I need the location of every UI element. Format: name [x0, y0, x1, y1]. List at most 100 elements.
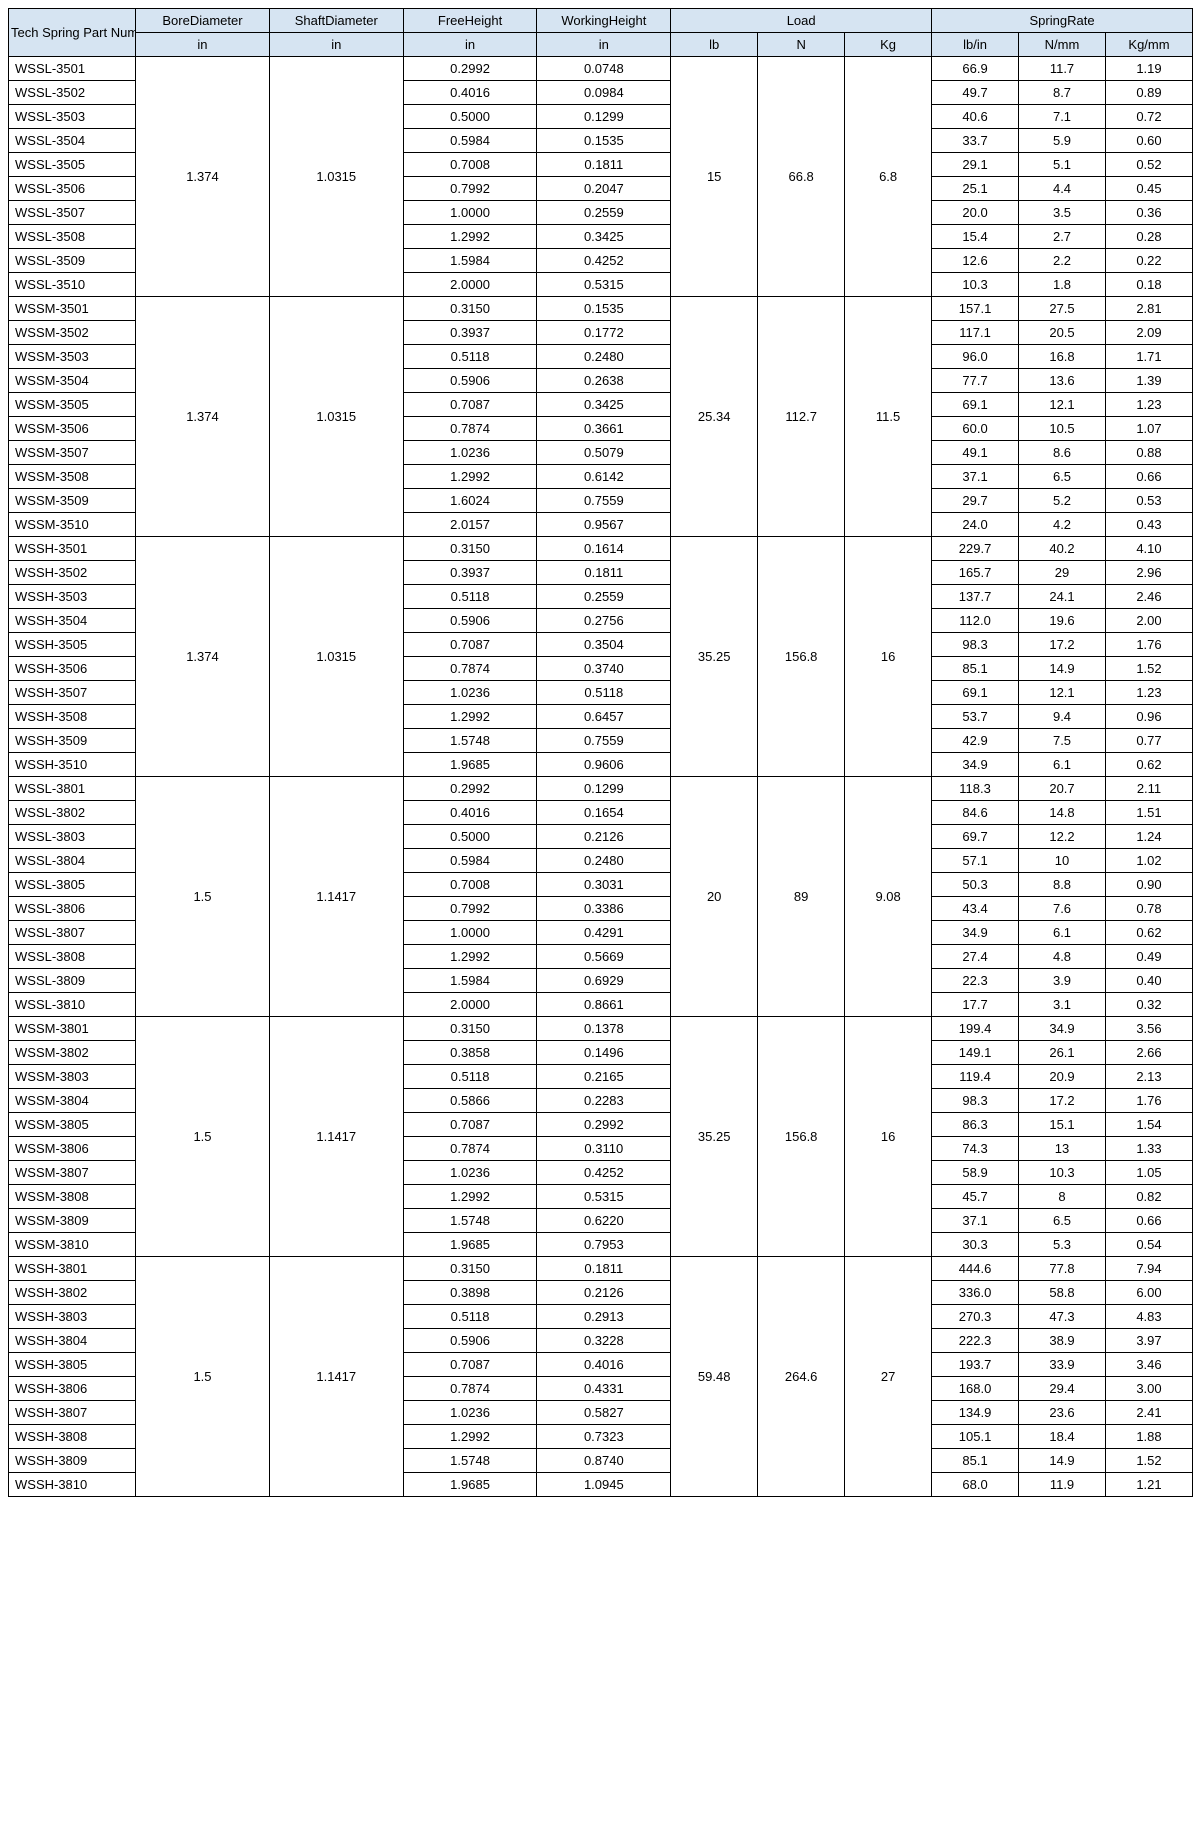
cell-rate-kgmm: 3.97	[1105, 1329, 1192, 1353]
cell-rate-lbin: 112.0	[932, 609, 1019, 633]
cell-free-height: 0.4016	[403, 801, 537, 825]
cell-rate-lbin: 43.4	[932, 897, 1019, 921]
unit-nmm: N/mm	[1019, 33, 1106, 57]
cell-load-lb: 15	[671, 57, 758, 297]
cell-part-number: WSSM-3808	[9, 1185, 136, 1209]
cell-working-height: 0.1811	[537, 1257, 671, 1281]
cell-rate-lbin: 66.9	[932, 57, 1019, 81]
cell-part-number: WSSH-3503	[9, 585, 136, 609]
cell-rate-lbin: 53.7	[932, 705, 1019, 729]
cell-rate-kgmm: 0.89	[1105, 81, 1192, 105]
cell-rate-nmm: 5.1	[1019, 153, 1106, 177]
col-header-shaft: ShaftDiameter	[269, 9, 403, 33]
cell-free-height: 1.0236	[403, 681, 537, 705]
cell-shaft-diameter: 1.1417	[269, 777, 403, 1017]
cell-rate-kgmm: 2.09	[1105, 321, 1192, 345]
cell-rate-nmm: 20.7	[1019, 777, 1106, 801]
cell-free-height: 1.2992	[403, 1425, 537, 1449]
cell-rate-nmm: 19.6	[1019, 609, 1106, 633]
cell-rate-nmm: 3.9	[1019, 969, 1106, 993]
cell-part-number: WSSM-3510	[9, 513, 136, 537]
cell-bore-diameter: 1.374	[136, 297, 270, 537]
cell-free-height: 0.7992	[403, 177, 537, 201]
cell-rate-lbin: 149.1	[932, 1041, 1019, 1065]
cell-working-height: 0.1614	[537, 537, 671, 561]
cell-part-number: WSSL-3503	[9, 105, 136, 129]
cell-rate-lbin: 68.0	[932, 1473, 1019, 1497]
cell-working-height: 0.3504	[537, 633, 671, 657]
cell-rate-lbin: 85.1	[932, 1449, 1019, 1473]
cell-part-number: WSSL-3505	[9, 153, 136, 177]
cell-rate-kgmm: 2.81	[1105, 297, 1192, 321]
cell-load-lb: 59.48	[671, 1257, 758, 1497]
cell-rate-lbin: 69.1	[932, 681, 1019, 705]
cell-working-height: 0.6142	[537, 465, 671, 489]
cell-rate-lbin: 20.0	[932, 201, 1019, 225]
cell-free-height: 1.0236	[403, 1401, 537, 1425]
cell-rate-lbin: 157.1	[932, 297, 1019, 321]
cell-rate-nmm: 5.9	[1019, 129, 1106, 153]
cell-rate-kgmm: 0.90	[1105, 873, 1192, 897]
cell-rate-nmm: 47.3	[1019, 1305, 1106, 1329]
cell-load-kg: 16	[845, 1017, 932, 1257]
cell-rate-nmm: 10.5	[1019, 417, 1106, 441]
cell-working-height: 0.7559	[537, 489, 671, 513]
cell-free-height: 0.3937	[403, 561, 537, 585]
cell-rate-kgmm: 4.10	[1105, 537, 1192, 561]
cell-working-height: 0.8740	[537, 1449, 671, 1473]
cell-free-height: 0.5866	[403, 1089, 537, 1113]
cell-rate-lbin: 42.9	[932, 729, 1019, 753]
cell-rate-lbin: 29.1	[932, 153, 1019, 177]
cell-free-height: 1.2992	[403, 945, 537, 969]
cell-rate-lbin: 50.3	[932, 873, 1019, 897]
cell-rate-kgmm: 0.22	[1105, 249, 1192, 273]
cell-rate-lbin: 37.1	[932, 465, 1019, 489]
cell-part-number: WSSM-3806	[9, 1137, 136, 1161]
cell-part-number: WSSM-3809	[9, 1209, 136, 1233]
cell-rate-nmm: 34.9	[1019, 1017, 1106, 1041]
cell-bore-diameter: 1.5	[136, 1017, 270, 1257]
cell-rate-nmm: 8	[1019, 1185, 1106, 1209]
cell-working-height: 0.1811	[537, 561, 671, 585]
cell-rate-kgmm: 1.39	[1105, 369, 1192, 393]
cell-working-height: 0.1299	[537, 777, 671, 801]
cell-free-height: 1.9685	[403, 753, 537, 777]
cell-rate-kgmm: 2.46	[1105, 585, 1192, 609]
cell-rate-lbin: 222.3	[932, 1329, 1019, 1353]
cell-free-height: 1.5748	[403, 729, 537, 753]
cell-rate-nmm: 14.9	[1019, 657, 1106, 681]
unit-lbin: lb/in	[932, 33, 1019, 57]
cell-rate-kgmm: 0.43	[1105, 513, 1192, 537]
cell-rate-nmm: 7.6	[1019, 897, 1106, 921]
cell-rate-lbin: 33.7	[932, 129, 1019, 153]
cell-working-height: 0.2992	[537, 1113, 671, 1137]
cell-rate-lbin: 118.3	[932, 777, 1019, 801]
cell-free-height: 0.7874	[403, 1377, 537, 1401]
cell-rate-nmm: 12.1	[1019, 681, 1106, 705]
cell-rate-kgmm: 3.00	[1105, 1377, 1192, 1401]
cell-part-number: WSSH-3803	[9, 1305, 136, 1329]
cell-free-height: 0.7992	[403, 897, 537, 921]
cell-load-lb: 35.25	[671, 1017, 758, 1257]
cell-rate-kgmm: 1.23	[1105, 681, 1192, 705]
cell-free-height: 0.5118	[403, 345, 537, 369]
cell-rate-kgmm: 3.46	[1105, 1353, 1192, 1377]
cell-part-number: WSSM-3801	[9, 1017, 136, 1041]
cell-working-height: 0.5079	[537, 441, 671, 465]
cell-free-height: 1.9685	[403, 1233, 537, 1257]
cell-rate-nmm: 9.4	[1019, 705, 1106, 729]
cell-part-number: WSSM-3810	[9, 1233, 136, 1257]
cell-rate-kgmm: 3.56	[1105, 1017, 1192, 1041]
cell-rate-nmm: 2.7	[1019, 225, 1106, 249]
cell-rate-kgmm: 1.51	[1105, 801, 1192, 825]
cell-part-number: WSSL-3508	[9, 225, 136, 249]
cell-rate-lbin: 105.1	[932, 1425, 1019, 1449]
cell-working-height: 0.3228	[537, 1329, 671, 1353]
cell-rate-kgmm: 2.11	[1105, 777, 1192, 801]
cell-part-number: WSSH-3510	[9, 753, 136, 777]
cell-rate-lbin: 27.4	[932, 945, 1019, 969]
cell-free-height: 0.3150	[403, 297, 537, 321]
cell-working-height: 0.1535	[537, 129, 671, 153]
cell-rate-lbin: 119.4	[932, 1065, 1019, 1089]
cell-working-height: 0.1378	[537, 1017, 671, 1041]
